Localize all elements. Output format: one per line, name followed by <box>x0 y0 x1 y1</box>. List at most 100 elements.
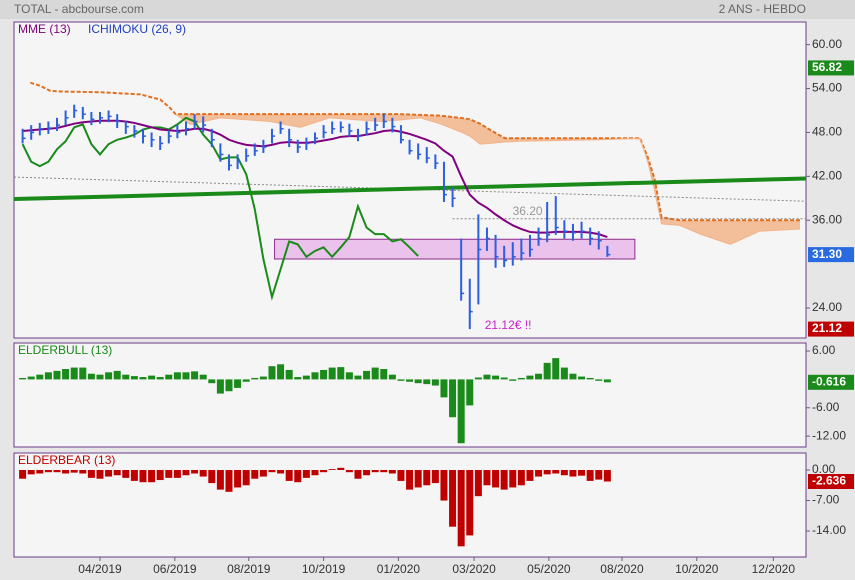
indicator-bar <box>19 377 27 380</box>
indicator-bar <box>251 377 259 380</box>
indicator-bar <box>148 375 156 380</box>
indicator-bar <box>70 367 78 380</box>
cloud-area <box>175 114 800 245</box>
indicator-bar <box>165 374 173 380</box>
indicator-bar <box>363 370 371 380</box>
x-tick-label: 06/2019 <box>153 562 197 576</box>
indicator-bar <box>440 379 448 398</box>
y-tick-label: -7.00 <box>812 493 840 507</box>
indicator-bar <box>173 470 181 478</box>
indicator-bar <box>380 369 388 380</box>
header-bar <box>0 0 855 19</box>
indicator-bar <box>578 470 586 476</box>
value-box-label: 31.30 <box>812 247 842 261</box>
indicator-bar <box>337 467 345 471</box>
indicator-bar <box>36 374 44 380</box>
indicator-bar <box>122 374 130 380</box>
value-box-label: -2.636 <box>812 474 846 488</box>
indicator-bar <box>53 470 61 473</box>
indicator-bar <box>578 376 586 380</box>
panel-title: ELDERBEAR (13) <box>18 453 115 467</box>
indicator-bar <box>79 367 87 380</box>
indicator-bar <box>105 470 113 477</box>
indicator-bar <box>603 379 611 383</box>
indicator-bar <box>139 377 147 380</box>
indicator-bar <box>242 379 250 382</box>
indicator-bar <box>397 470 405 481</box>
value-box <box>808 374 854 390</box>
indicator-bar <box>96 374 104 380</box>
indicator-bar <box>36 470 44 474</box>
y-tick-label: -12.00 <box>812 428 846 442</box>
indicator-bar <box>19 470 27 479</box>
indicator-bar <box>440 470 448 501</box>
indicator-bar <box>406 379 414 382</box>
x-tick-label: 01/2020 <box>377 562 421 576</box>
x-tick-label: 05/2020 <box>527 562 571 576</box>
y-tick-label: 42.00 <box>812 169 842 183</box>
indicator-bar <box>182 372 190 380</box>
x-tick-label: 04/2019 <box>78 562 122 576</box>
value-box-label: 21.12 <box>812 321 842 335</box>
indicator-bar <box>466 379 474 406</box>
indicator-bar <box>156 377 164 380</box>
x-tick-label: 08/2019 <box>227 562 271 576</box>
indicator-bar <box>500 470 508 490</box>
indicator-bar <box>328 469 336 471</box>
indicator-bar <box>535 470 543 477</box>
indicator-bar <box>62 369 70 380</box>
indicator-bar <box>277 364 285 380</box>
indicator-bar <box>259 470 267 477</box>
x-tick-label: 03/2020 <box>452 562 496 576</box>
indicator-bar <box>268 470 276 473</box>
indicator-bar <box>388 470 396 474</box>
y-tick-label: 48.00 <box>812 125 842 139</box>
indicator-bar <box>173 372 181 380</box>
indicator-bar <box>62 470 70 474</box>
indicator-bar <box>526 375 534 380</box>
cloud-span-a <box>30 81 800 222</box>
indicator-bar <box>483 470 491 486</box>
indicator-bar <box>457 379 465 444</box>
indicator-bar <box>345 372 353 380</box>
indicator-bar <box>130 376 138 380</box>
indicator-bar <box>431 470 439 484</box>
indicator-bar <box>569 470 577 477</box>
value-box <box>808 474 854 490</box>
indicator-bar <box>595 379 603 381</box>
indicator-bar <box>492 470 500 488</box>
indicator-bar <box>517 377 525 380</box>
indicator-bar <box>268 366 276 380</box>
indicator-bar <box>509 379 517 381</box>
indicator-bar <box>337 367 345 380</box>
y-tick-label: 0.00 <box>812 462 836 476</box>
indicator-bar <box>371 367 379 380</box>
indicator-bar <box>552 358 560 380</box>
indicator-bar <box>216 470 224 490</box>
indicator-bar <box>285 470 293 481</box>
bear-panel <box>13 452 807 558</box>
indicator-bar <box>526 470 534 481</box>
indicator-bar <box>105 372 113 380</box>
indicator-bar <box>122 470 130 478</box>
indicator-bar <box>165 470 173 478</box>
indicator-bar <box>371 470 379 473</box>
indicator-bar <box>87 470 95 478</box>
indicator-bar <box>560 367 568 380</box>
indicator-bar <box>414 470 422 488</box>
indicator-bar <box>208 470 216 484</box>
indicator-bar <box>345 470 353 473</box>
indicator-bar <box>259 376 267 380</box>
indicator-bar <box>216 379 224 394</box>
indicator-bar <box>406 470 414 490</box>
value-box-label: 56.82 <box>812 60 842 74</box>
indicator-bar <box>79 470 87 474</box>
indicator-bar <box>423 470 431 486</box>
indicator-bar <box>354 375 362 380</box>
indicator-bar <box>560 470 568 476</box>
indicator-bar <box>569 373 577 380</box>
y-tick-label: -14.00 <box>812 523 846 537</box>
indicator-bar <box>380 470 388 473</box>
indicator-bar <box>277 470 285 474</box>
